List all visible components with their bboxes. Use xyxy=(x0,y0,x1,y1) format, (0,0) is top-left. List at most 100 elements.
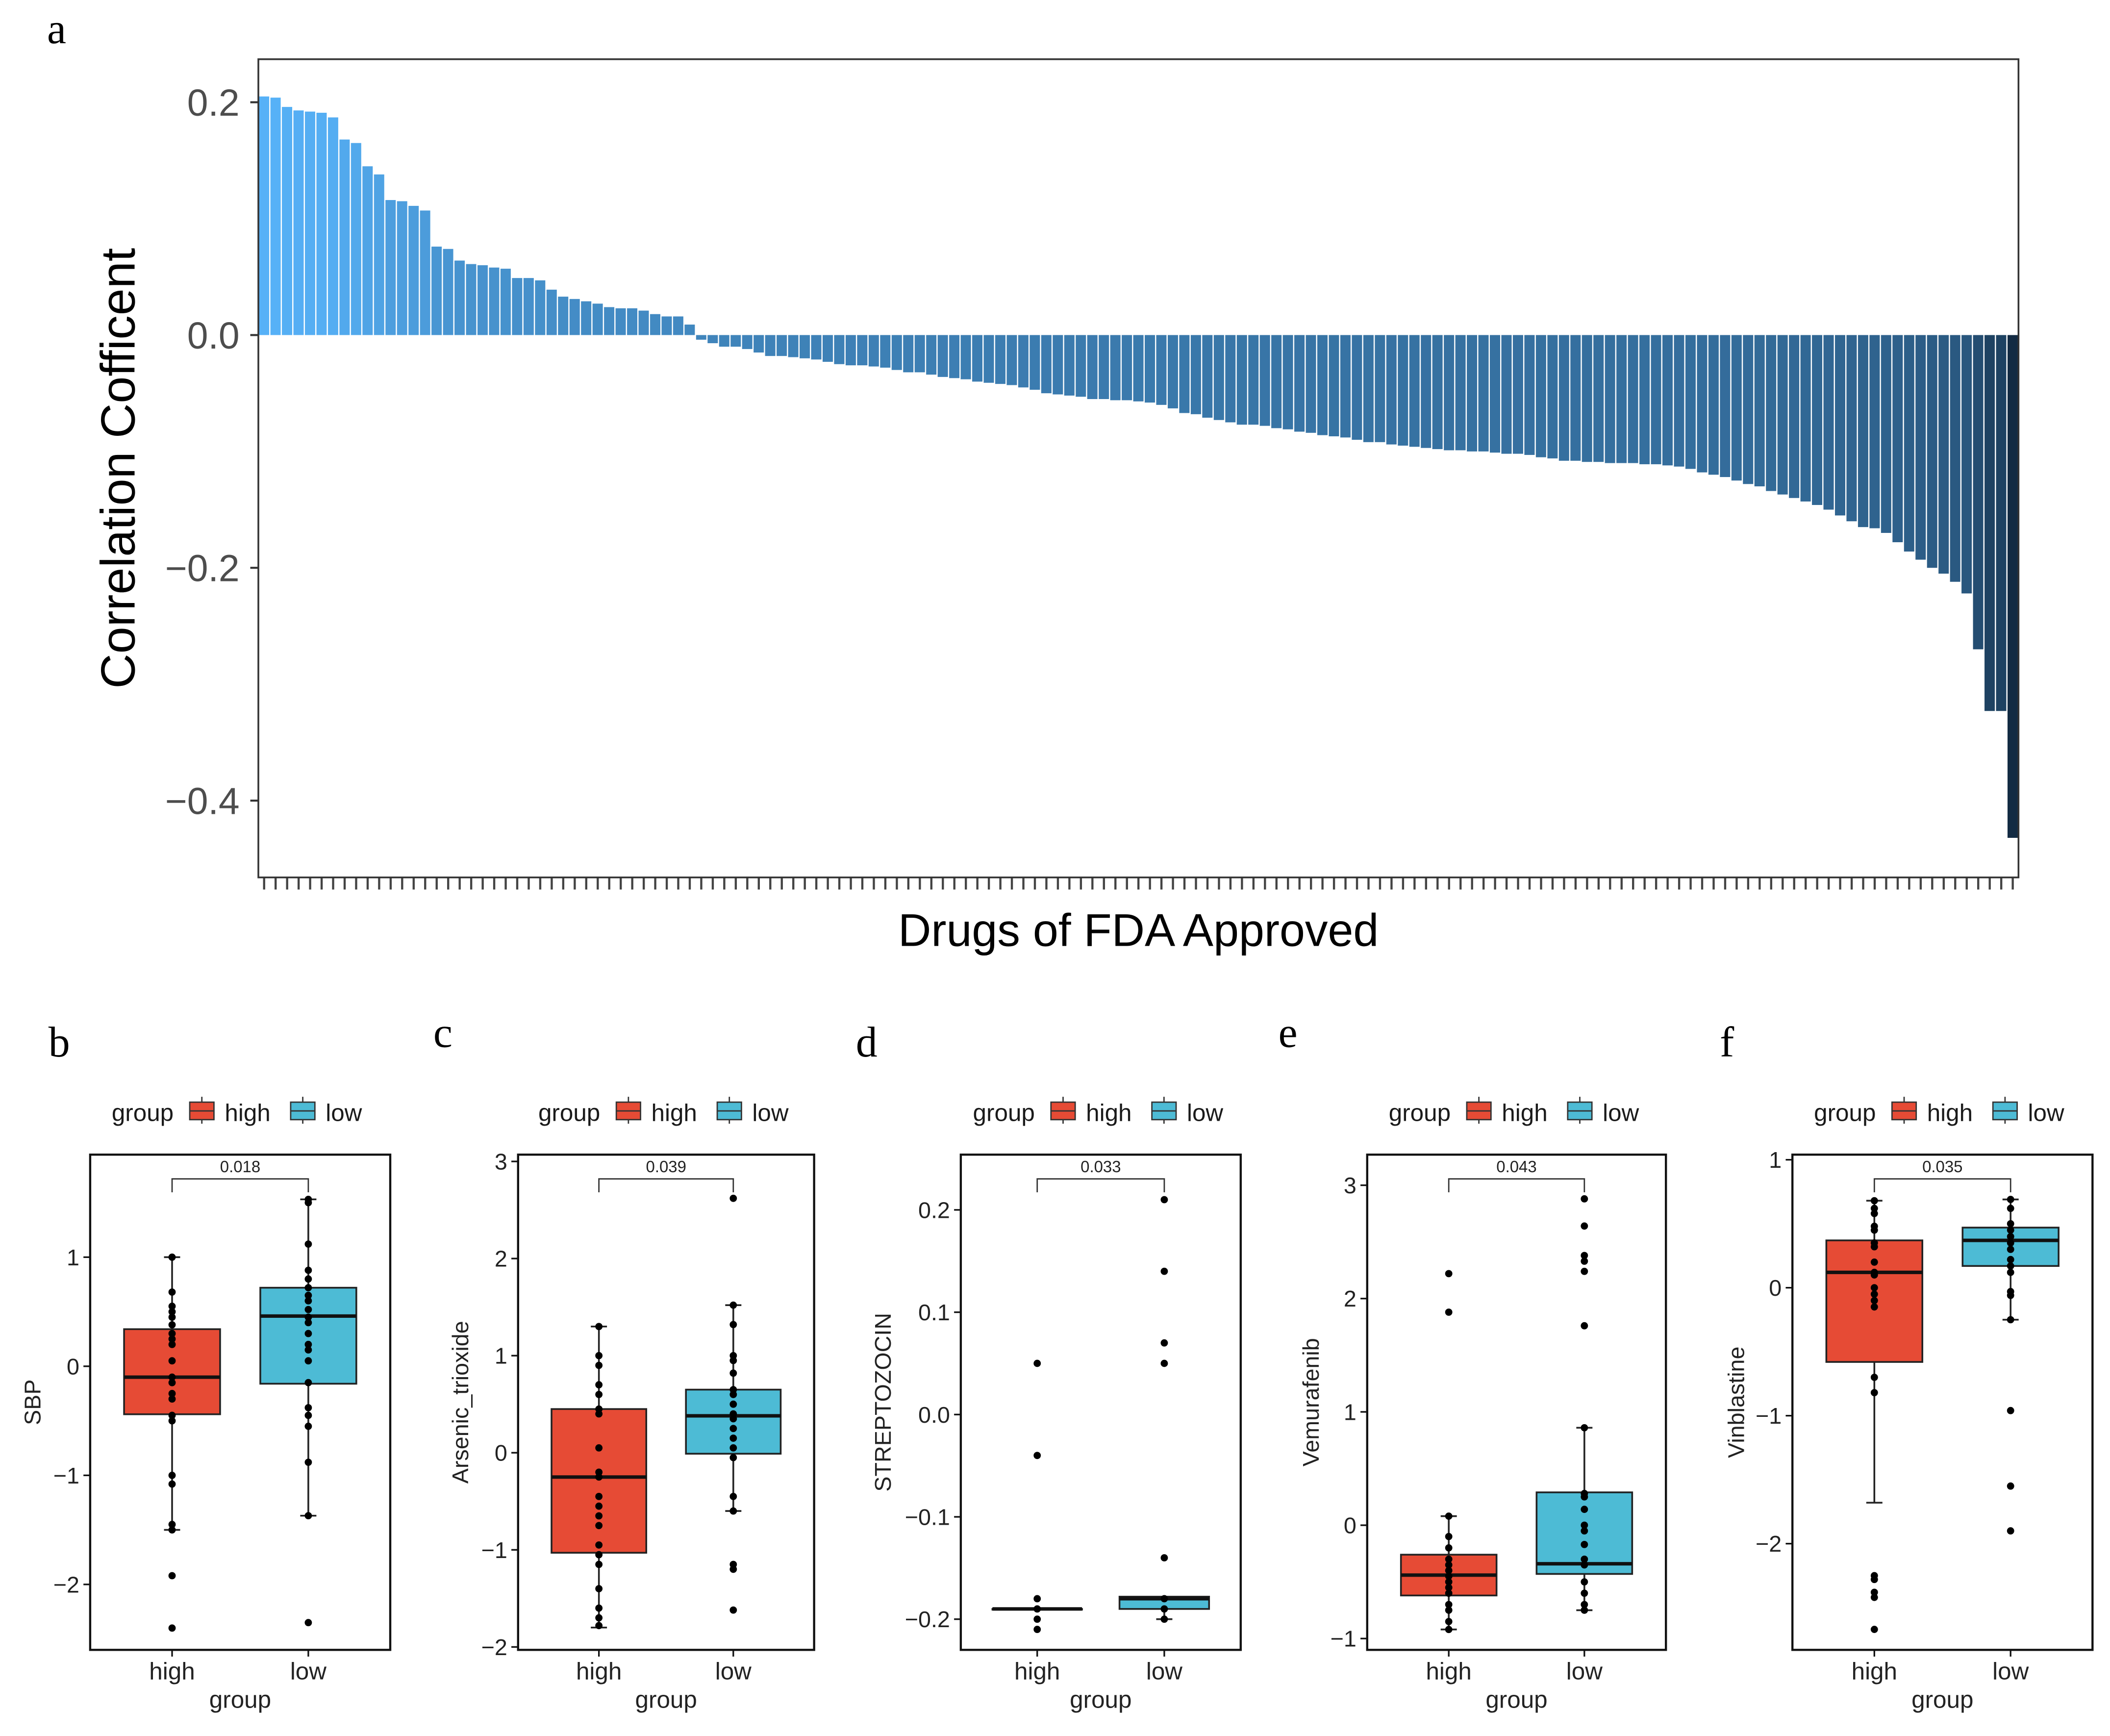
data-point xyxy=(1445,1618,1453,1625)
data-point xyxy=(168,1411,176,1419)
bar xyxy=(1421,335,1432,448)
bar xyxy=(754,335,764,353)
box-high xyxy=(991,1359,1083,1633)
data-point xyxy=(1581,1322,1588,1330)
data-point xyxy=(595,1361,603,1369)
data-point xyxy=(304,1459,312,1466)
bar xyxy=(489,267,500,335)
data-point xyxy=(729,1357,737,1364)
bar xyxy=(1386,335,1397,445)
p-value-label: 0.018 xyxy=(220,1157,260,1176)
data-point xyxy=(1870,1209,1878,1217)
plot-frame xyxy=(517,1153,815,1651)
bar xyxy=(730,335,741,347)
bar xyxy=(765,335,776,356)
significance-bracket xyxy=(1873,1178,2011,1193)
data-point xyxy=(304,1411,312,1419)
data-point xyxy=(729,1444,737,1452)
bar xyxy=(1892,335,1903,542)
bar xyxy=(581,301,592,335)
data-point xyxy=(1581,1607,1588,1614)
bar xyxy=(1535,335,1546,457)
bar xyxy=(1662,335,1673,466)
box-iqr xyxy=(551,1408,648,1554)
legend: group high low xyxy=(538,1097,789,1127)
data-point xyxy=(2007,1196,2014,1203)
data-point xyxy=(595,1352,603,1359)
bar xyxy=(1651,335,1661,464)
data-point xyxy=(595,1512,603,1520)
data-point xyxy=(168,1526,176,1534)
bar xyxy=(1340,335,1351,438)
data-point xyxy=(2007,1256,2014,1263)
bar xyxy=(638,310,649,335)
data-point xyxy=(1445,1601,1453,1609)
bar xyxy=(1547,335,1558,459)
data-point xyxy=(1581,1424,1588,1432)
bar xyxy=(1202,335,1213,418)
bar xyxy=(696,335,706,340)
x-axis-label: group xyxy=(1070,1686,1131,1713)
bar xyxy=(1731,335,1742,481)
bar xyxy=(327,117,338,335)
bar xyxy=(339,139,350,335)
legend: group high low xyxy=(973,1097,1223,1127)
bar xyxy=(1087,335,1098,399)
panel-label-b: b xyxy=(49,1018,70,1066)
bar xyxy=(707,335,718,344)
bar xyxy=(523,278,534,335)
bar xyxy=(1467,335,1478,452)
bar xyxy=(304,111,315,335)
box-high xyxy=(1400,1270,1498,1634)
data-point xyxy=(1445,1544,1453,1552)
bar xyxy=(374,174,384,335)
y-axis-label: Arsenic_trioxide xyxy=(448,1321,473,1484)
data-point xyxy=(595,1585,603,1592)
plot-frame xyxy=(257,58,2020,879)
x-tick-label: high xyxy=(1852,1658,1897,1685)
data-point xyxy=(1160,1615,1168,1623)
data-point xyxy=(1581,1506,1588,1513)
bar xyxy=(811,335,822,360)
data-point xyxy=(168,1340,176,1348)
bar xyxy=(500,269,511,335)
p-value-label: 0.033 xyxy=(1080,1157,1121,1176)
x-tick-label: low xyxy=(290,1658,327,1685)
bar xyxy=(1179,335,1190,413)
bar xyxy=(1248,335,1259,425)
bar xyxy=(788,335,799,357)
data-point xyxy=(304,1275,312,1283)
bar xyxy=(627,308,638,335)
y-axis-label: SBP xyxy=(20,1380,45,1425)
bar xyxy=(1524,335,1535,455)
data-point xyxy=(1581,1540,1588,1548)
data-point xyxy=(304,1379,312,1386)
legend-entry: high xyxy=(1086,1100,1131,1127)
bar xyxy=(1639,335,1650,464)
data-point xyxy=(2007,1226,2014,1234)
data-point xyxy=(168,1373,176,1381)
y-tick-label: 0 xyxy=(495,1440,507,1466)
bar xyxy=(2007,335,2018,838)
bar xyxy=(1133,335,1144,402)
data-point xyxy=(1445,1589,1453,1597)
bar xyxy=(293,110,304,335)
data-point xyxy=(595,1502,603,1510)
plot-frame xyxy=(959,1153,1242,1651)
bar xyxy=(914,335,925,373)
bar xyxy=(1076,335,1086,397)
data-point xyxy=(2007,1239,2014,1247)
data-point xyxy=(1445,1607,1453,1614)
data-point xyxy=(1870,1576,1878,1584)
data-point xyxy=(168,1335,176,1343)
y-tick-label: −0.2 xyxy=(165,548,240,590)
bar xyxy=(960,335,971,379)
bar xyxy=(1881,335,1891,533)
data-point xyxy=(1445,1270,1453,1278)
panel-label-d: d xyxy=(856,1018,878,1066)
data-point xyxy=(1870,1205,1878,1212)
y-tick-label: −0.4 xyxy=(165,780,240,822)
data-point xyxy=(168,1321,176,1329)
data-point xyxy=(595,1604,603,1612)
y-tick-label: −1 xyxy=(1331,1626,1356,1652)
